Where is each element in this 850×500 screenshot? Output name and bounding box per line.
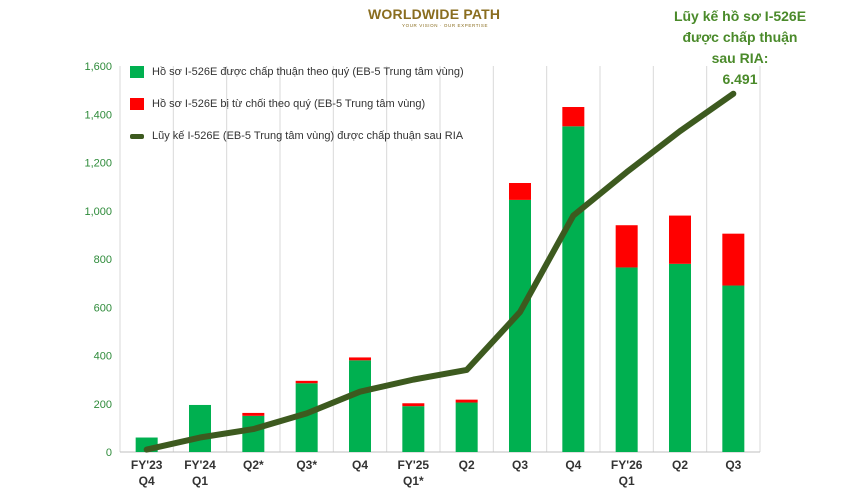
bar-approved [722,285,745,452]
x-tick-label: FY'24 [184,458,216,472]
note-value: 6.491 [722,71,758,87]
bar-approved [402,406,425,452]
y-tick-label: 400 [94,351,112,363]
legend-label-cumulative: Lũy kế I-526E (EB-5 Trung tâm vùng) được… [152,130,464,142]
brand-logo: WORLDWIDE PATH YOUR VISION · OUR EXPERTI… [368,6,500,34]
legend-swatch-approved [130,66,144,78]
bar-denied [562,107,585,127]
bar-approved [349,360,371,452]
bar-denied [455,399,478,403]
bar-denied [242,412,265,416]
x-tick-label: Q2 [672,458,688,472]
y-tick-label: 600 [94,302,112,314]
legend-denied: Hồ sơ I-526E bị từ chối theo quý (EB-5 T… [130,88,464,120]
cumulative-line [143,90,737,453]
y-tick-label: 1,200 [84,158,112,170]
bar-approved [669,263,691,452]
x-tick-label: Q3 [725,458,741,472]
y-tick-label: 800 [94,254,112,266]
bar-denied [722,233,745,286]
x-tick-label: FY'25 [398,458,430,472]
logo-text: WORLDWIDE PATH [368,6,501,22]
note-line-3: sau RIA: [711,50,769,66]
bar-approved [562,126,585,452]
bar-denied [509,183,531,200]
bar-approved [455,402,478,452]
bar-denied [615,225,638,268]
x-tick-label: Q1 [619,474,635,488]
x-tick-label: Q4 [139,474,155,488]
x-tick-label: Q4 [352,458,368,472]
x-tick-label: Q2* [243,458,264,472]
x-tick-label: Q4 [565,458,581,472]
bar-approved [615,267,638,452]
x-tick-label: FY'23 [131,458,163,472]
bar-denied [295,380,318,384]
y-tick-label: 1,400 [84,109,112,121]
x-tick-label: Q3 [512,458,528,472]
y-tick-label: 1,600 [84,61,112,73]
x-tick-label: Q2 [459,458,475,472]
chart-legend: Hồ sơ I-526E được chấp thuận theo quý (E… [130,56,464,152]
bar-approved [295,383,318,452]
x-tick-label: FY'26 [611,458,643,472]
legend-cumulative: Lũy kế I-526E (EB-5 Trung tâm vùng) được… [130,120,464,152]
legend-label-approved: Hồ sơ I-526E được chấp thuận theo quý (E… [152,66,464,78]
bar-approved [189,404,211,452]
bar-approved [509,199,531,452]
bar-denied [402,403,425,407]
x-tick-label: Q3* [296,458,317,472]
note-line-1: Lũy kế hồ sơ I-526E [673,8,807,24]
legend-approved: Hồ sơ I-526E được chấp thuận theo quý (E… [130,56,464,88]
bar-approved [242,415,265,452]
legend-swatch-denied [130,98,144,110]
x-tick-label: Q1* [403,474,424,488]
bar-denied [669,215,691,264]
legend-label-denied: Hồ sơ I-526E bị từ chối theo quý (EB-5 T… [152,98,426,110]
note-line-2: được chấp thuận [682,29,798,45]
y-tick-label: 200 [94,399,112,411]
x-tick-label: Q1 [192,474,208,488]
cumulative-note: Lũy kế hồ sơ I-526E được chấp thuận sau … [640,6,840,90]
y-tick-label: 0 [106,447,112,459]
legend-swatch-cumulative [130,133,144,139]
bar-denied [349,357,371,361]
y-tick-label: 1,000 [84,206,112,218]
logo-tagline: YOUR VISION · OUR EXPERTISE [402,23,489,28]
